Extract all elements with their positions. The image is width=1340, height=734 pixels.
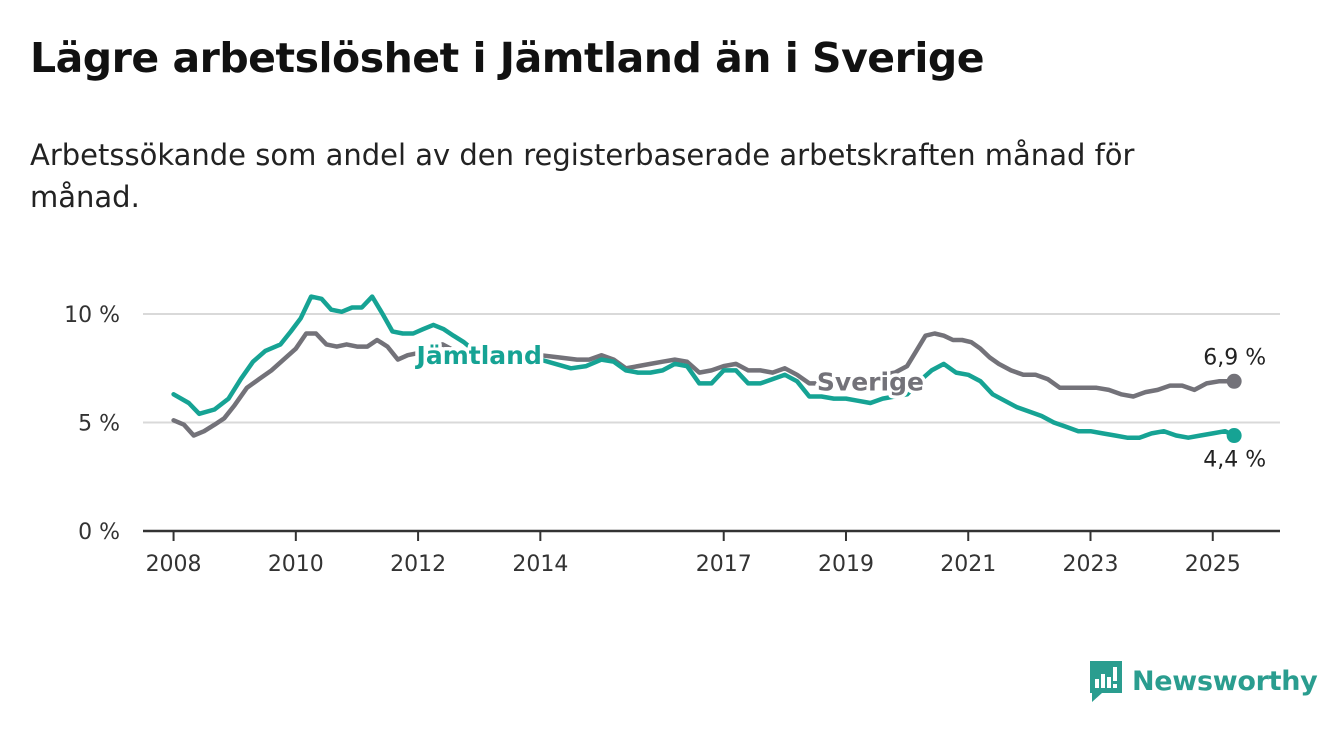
end-point-jamtland [1226, 428, 1242, 444]
newsworthy-bar-chart-icon [1090, 661, 1122, 702]
y-axis: 0 % 5 % 10 % [64, 303, 120, 545]
series-line-sverige [171, 331, 1237, 438]
x-tick-label: 2010 [268, 552, 324, 577]
x-tick-label: 2008 [146, 552, 202, 577]
end-point-sverige [1226, 373, 1242, 389]
end-value-label-jamtland: 4,4 % [1203, 448, 1266, 473]
y-tick-label: 10 % [64, 303, 120, 328]
x-tick-label: 2025 [1185, 552, 1241, 577]
chart-subtitle: Arbetssökande som andel av den registerb… [30, 138, 1135, 214]
x-tick-label: 2012 [390, 552, 446, 577]
chart-title: Lägre arbetslöshet i Jämtland än i Sveri… [30, 34, 985, 82]
series-labels: 6,9 % 4,4 % Jämtland Sverige [411, 338, 1266, 473]
x-tick-label: 2023 [1063, 552, 1119, 577]
gridlines [143, 313, 1280, 424]
newsworthy-brand[interactable]: Newsworthy [1088, 658, 1318, 704]
brand-name: Newsworthy [1132, 665, 1318, 697]
y-tick-label: 5 % [78, 412, 120, 437]
y-tick-label: 0 % [78, 520, 120, 545]
x-tick-label: 2019 [818, 552, 874, 577]
x-tick-label: 2017 [696, 552, 752, 577]
series-line-jamtland [171, 294, 1237, 440]
series-lines [171, 294, 1242, 444]
line-chart: 0 %5 %10 % 2008 2010 2012 2014 2017 2019 2021 2… [64, 294, 1280, 577]
end-value-label-sverige: 6,9 % [1203, 345, 1266, 370]
series-label-sverige: Sverige [817, 367, 924, 396]
series-label-jamtland: Jämtland [415, 341, 542, 370]
x-tick-label: 2021 [940, 552, 996, 577]
x-tick-label: 2014 [512, 552, 568, 577]
x-axis: 2008 2010 2012 2014 2017 2019 2021 2023 2025 [143, 529, 1280, 577]
